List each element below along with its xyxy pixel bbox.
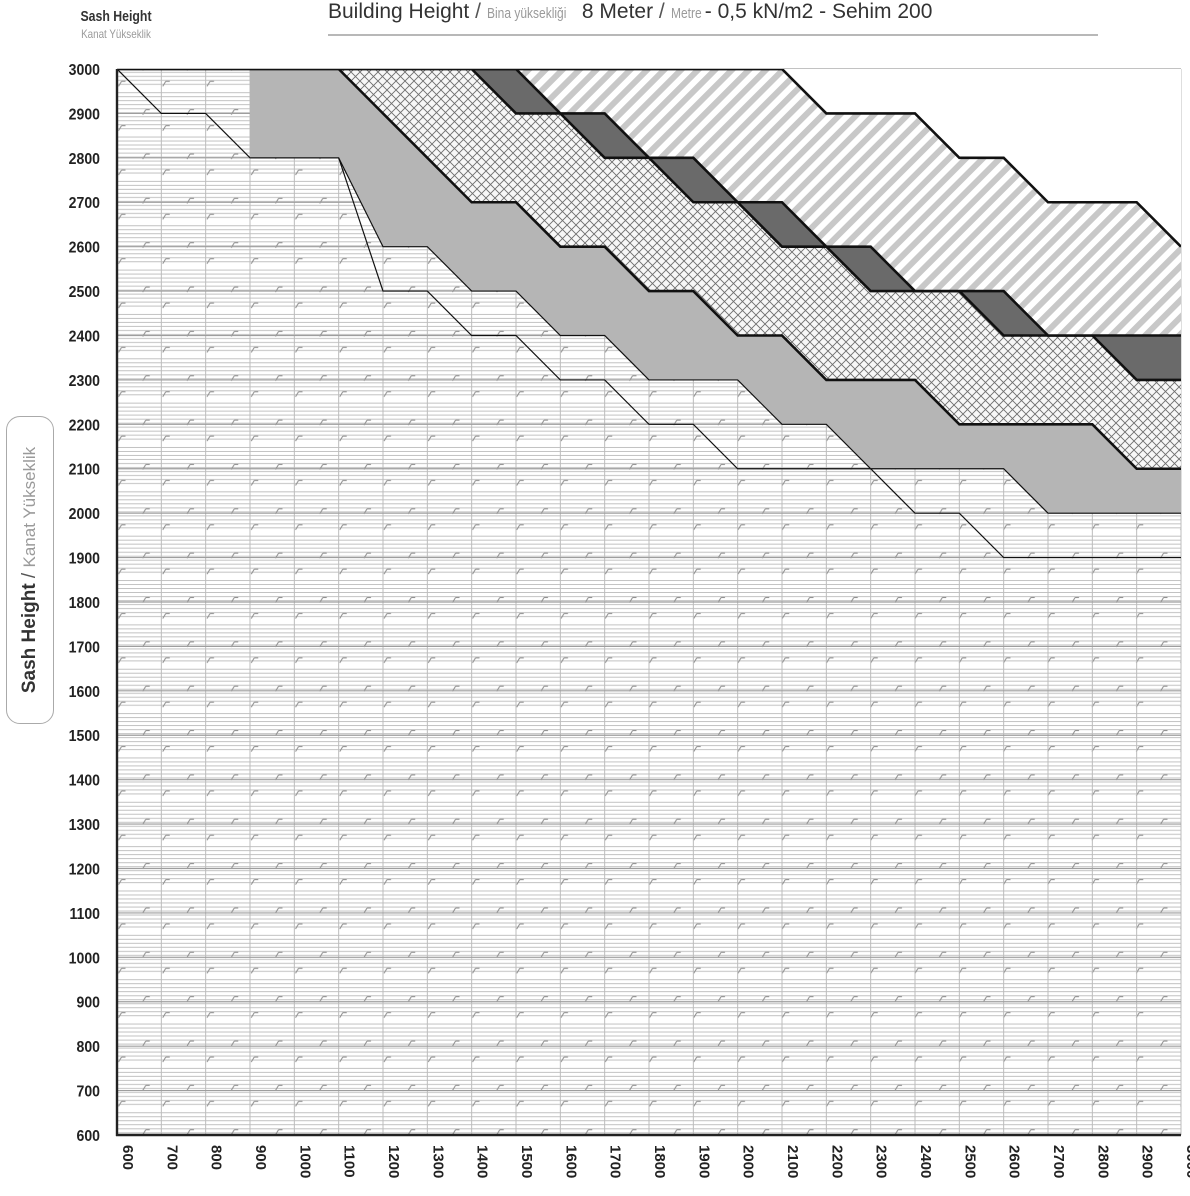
x-tick-label-2600: 2600 — [1006, 1145, 1023, 1178]
corner-axis-title-tr: Kanat Yükseklik — [81, 27, 151, 41]
title-unit-en: Meter — [599, 0, 654, 23]
x-tick-label-1600: 1600 — [562, 1145, 579, 1178]
y-tick-label-1500: 1500 — [69, 727, 100, 745]
boundary-diagonal-stripes — [471, 69, 1181, 337]
x-tick-label-2300: 2300 — [873, 1145, 890, 1178]
x-tick-label-1800: 1800 — [651, 1145, 668, 1178]
y-tick-label-1100: 1100 — [69, 905, 100, 923]
y-tick-label-1600: 1600 — [69, 683, 100, 701]
y-tick-label-2100: 2100 — [69, 461, 100, 479]
x-tick-label-900: 900 — [252, 1145, 269, 1170]
y-tick-label-1300: 1300 — [69, 816, 100, 834]
title-building-height-en: Building Height — [328, 0, 470, 23]
x-tick-label-2200: 2200 — [828, 1145, 845, 1178]
x-tick-label-1900: 1900 — [695, 1145, 712, 1178]
x-tick-label-1200: 1200 — [385, 1145, 402, 1178]
y-tick-label-2200: 2200 — [69, 417, 100, 435]
chart-title: Building Height / Bina yüksekliği 8 Mete… — [328, 0, 1098, 36]
y-tick-label-2600: 2600 — [69, 239, 100, 257]
x-tick-label-1500: 1500 — [518, 1145, 535, 1178]
y-tick-label-2500: 2500 — [69, 283, 100, 301]
corner-axis-title: Sash Height Kanat Yükseklik — [18, 8, 214, 41]
y-tick-label-1400: 1400 — [69, 772, 100, 790]
boundary-crosshatch — [117, 69, 1181, 471]
corner-axis-title-en: Sash Height — [80, 8, 152, 25]
title-height-value: 8 — [581, 0, 594, 23]
title-separator-1: / — [475, 0, 481, 23]
boundary-light-gray — [250, 157, 1181, 514]
x-tick-label-1300: 1300 — [429, 1145, 446, 1178]
y-tick-label-1200: 1200 — [69, 861, 100, 879]
x-tick-label-1100: 1100 — [341, 1145, 358, 1178]
area-white — [471, 69, 1181, 247]
y-axis-label: Sash Height / Kanat Yükseklik — [6, 416, 54, 724]
x-tick-labels: 600 700 800 900 1000 1100 1200 1300 1400 1500 1600… — [119, 1145, 1190, 1178]
y-tick-label-900: 900 — [77, 994, 100, 1012]
y-tick-label-3000: 3000 — [69, 61, 100, 79]
y-tick-label-1900: 1900 — [69, 550, 100, 568]
y-tick-label-1800: 1800 — [69, 594, 100, 612]
y-tick-labels: 600 700 800 900 1000 1100 1200 1300 1400 1500 1600… — [69, 61, 100, 1145]
y-tick-label-700: 700 — [77, 1083, 100, 1101]
title-spec: - 0,5 kN/m2 - Sehim 200 — [704, 0, 933, 23]
boundary-white — [471, 69, 1181, 248]
x-tick-label-2900: 2900 — [1139, 1145, 1156, 1178]
x-tick-label-2500: 2500 — [961, 1145, 978, 1178]
y-tick-label-2400: 2400 — [69, 328, 100, 346]
y-tick-label-2800: 2800 — [69, 150, 100, 168]
x-tick-label-2700: 2700 — [1050, 1145, 1067, 1178]
x-tick-label-2100: 2100 — [784, 1145, 801, 1178]
title-unit-tr: Metre — [670, 5, 702, 22]
x-tick-label-2800: 2800 — [1094, 1145, 1111, 1178]
series-areas — [117, 69, 1181, 559]
x-tick-label-800: 800 — [208, 1145, 225, 1170]
y-tick-label-800: 800 — [77, 1038, 100, 1056]
y-tick-label-600: 600 — [77, 1127, 100, 1145]
y-tick-label-2900: 2900 — [69, 106, 100, 124]
axes — [115, 69, 1181, 1137]
x-tick-label-1400: 1400 — [474, 1145, 491, 1178]
y-tick-label-2000: 2000 — [69, 505, 100, 523]
y-tick-label-1700: 1700 — [69, 639, 100, 657]
y-tick-label-2700: 2700 — [69, 194, 100, 212]
title-separator-2: / — [658, 0, 665, 23]
x-tick-label-2400: 2400 — [917, 1145, 934, 1178]
y-tick-label-2300: 2300 — [69, 372, 100, 390]
title-building-height-tr: Bina yüksekliği — [486, 5, 567, 22]
x-tick-label-700: 700 — [163, 1145, 180, 1170]
x-tick-label-1700: 1700 — [607, 1145, 624, 1178]
x-tick-label-2000: 2000 — [740, 1145, 757, 1178]
x-tick-label-1000: 1000 — [296, 1145, 313, 1178]
x-tick-label-3000: 3000 — [1183, 1145, 1190, 1178]
y-tick-label-1000: 1000 — [69, 950, 100, 968]
x-tick-label-600: 600 — [119, 1145, 136, 1170]
